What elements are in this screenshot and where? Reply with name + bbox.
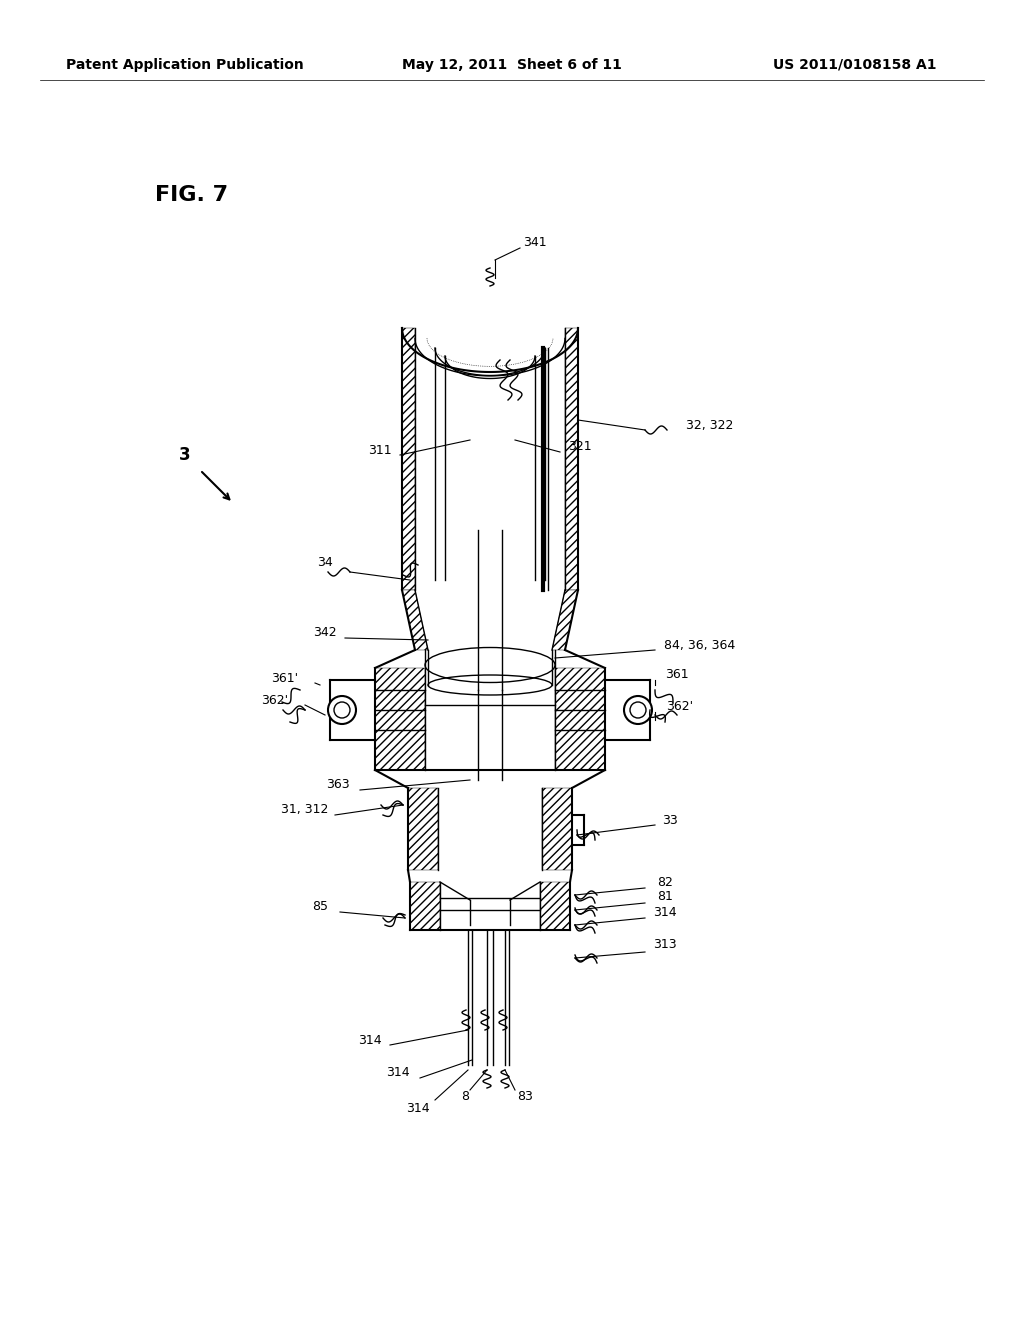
- Bar: [402, 327, 415, 590]
- Text: 34: 34: [317, 556, 333, 569]
- Text: 33: 33: [663, 813, 678, 826]
- Text: 8: 8: [461, 1090, 469, 1104]
- Polygon shape: [552, 590, 578, 649]
- Text: 361': 361': [271, 672, 299, 685]
- Text: 84, 36, 364: 84, 36, 364: [665, 639, 735, 652]
- Text: 32, 322: 32, 322: [686, 418, 733, 432]
- Text: 82: 82: [657, 875, 673, 888]
- Bar: [555, 668, 605, 770]
- Text: 321: 321: [568, 441, 592, 454]
- Text: FIG. 7: FIG. 7: [155, 185, 228, 205]
- Bar: [565, 327, 578, 590]
- Text: 31, 312: 31, 312: [282, 804, 329, 817]
- Text: May 12, 2011  Sheet 6 of 11: May 12, 2011 Sheet 6 of 11: [402, 58, 622, 73]
- Text: Patent Application Publication: Patent Application Publication: [67, 58, 304, 73]
- Text: US 2011/0108158 A1: US 2011/0108158 A1: [773, 58, 937, 73]
- Text: 363: 363: [327, 779, 350, 792]
- Circle shape: [328, 696, 356, 723]
- Text: 314: 314: [407, 1101, 430, 1114]
- Text: 85: 85: [312, 899, 328, 912]
- Bar: [375, 668, 425, 770]
- Text: 314: 314: [358, 1034, 382, 1047]
- Text: 361: 361: [666, 668, 689, 681]
- Text: 311: 311: [369, 444, 392, 457]
- Text: 341: 341: [523, 236, 547, 249]
- Bar: [408, 788, 438, 870]
- Text: 83: 83: [517, 1090, 532, 1104]
- Circle shape: [624, 696, 652, 723]
- Text: 314: 314: [386, 1067, 410, 1080]
- Text: 342: 342: [313, 627, 337, 639]
- Bar: [540, 882, 570, 931]
- Text: 362': 362': [667, 701, 693, 714]
- Text: 362': 362': [261, 693, 289, 706]
- Polygon shape: [402, 590, 428, 649]
- Text: 3: 3: [179, 446, 190, 465]
- Text: 314: 314: [653, 906, 677, 919]
- Bar: [410, 882, 440, 931]
- Text: 313: 313: [653, 939, 677, 952]
- Text: 81: 81: [657, 891, 673, 903]
- Bar: [542, 788, 572, 870]
